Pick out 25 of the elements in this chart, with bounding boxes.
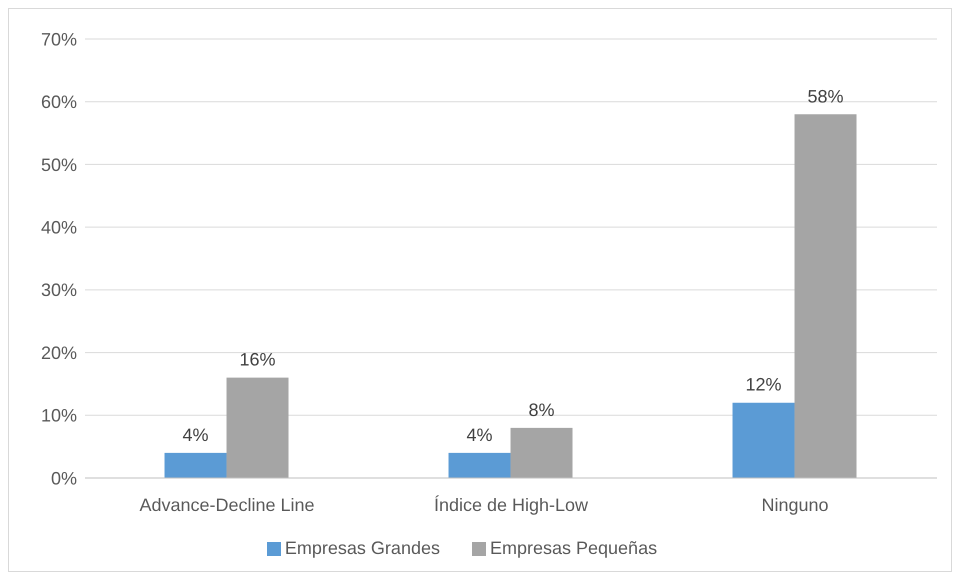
bar [732, 402, 795, 478]
y-tick-label: 10% [40, 406, 77, 426]
data-label: 58% [808, 86, 844, 106]
x-tick-label: Índice de High-Low [434, 494, 590, 515]
y-tick-label: 20% [40, 342, 77, 363]
data-label: 4% [182, 424, 209, 445]
bar [164, 452, 227, 478]
data-label: 4% [466, 424, 493, 445]
data-label: 8% [528, 400, 555, 420]
x-tick-label: Ninguno [761, 494, 829, 515]
legend-label: Empresas Pequeñas [490, 538, 658, 558]
bar [226, 378, 289, 478]
legend-label: Empresas Grandes [284, 538, 440, 558]
y-tick-label: 50% [40, 154, 77, 175]
x-tick-label: Advance-Decline Line [139, 494, 315, 515]
y-tick-label: 70% [40, 29, 77, 50]
bar [448, 452, 511, 478]
y-tick-label: 60% [40, 92, 77, 112]
data-label: 16% [240, 350, 276, 370]
bar [510, 428, 573, 478]
y-tick-label: 30% [40, 280, 77, 300]
y-tick-label: 40% [40, 218, 77, 238]
data-label: 12% [746, 374, 782, 395]
bar [794, 114, 857, 478]
y-tick-label: 0% [50, 468, 77, 488]
